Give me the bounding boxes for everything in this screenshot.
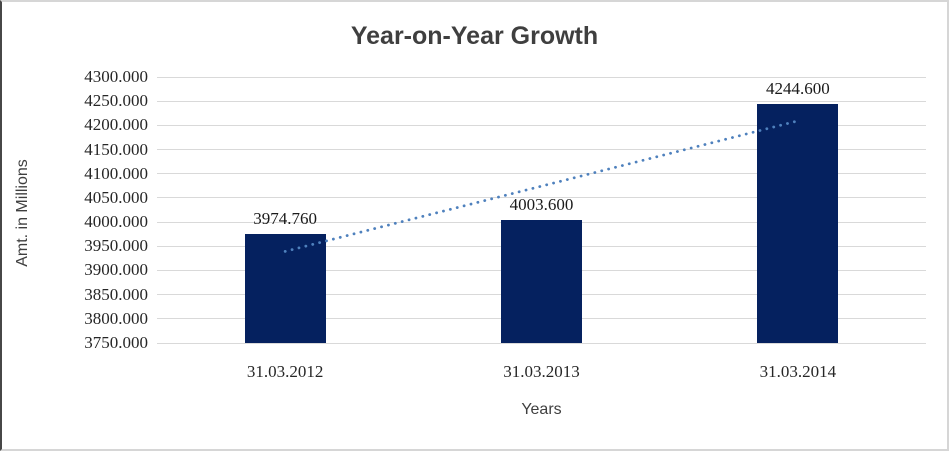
gridline	[157, 149, 926, 151]
y-tick-label: 3800.000	[84, 308, 148, 328]
y-tick-label: 3750.000	[84, 333, 148, 352]
y-tick-label: 4150.000	[84, 139, 148, 159]
bar	[501, 220, 582, 343]
bar-data-label: 3974.760	[253, 209, 318, 229]
trendline	[283, 119, 800, 253]
y-tick-label: 4050.000	[84, 187, 148, 207]
x-category-label: 31.03.2013	[503, 362, 580, 381]
gridline	[157, 197, 926, 199]
bar-data-label: 4003.600	[509, 195, 574, 215]
y-tick-label: 3950.000	[84, 236, 148, 256]
y-tick-label: 4200.000	[84, 115, 148, 135]
x-axis-title: Years	[521, 401, 562, 418]
chart-title: Year-on-Year Growth	[350, 22, 599, 50]
gridline	[157, 124, 926, 126]
x-category-label: 31.03.2012	[246, 362, 324, 381]
y-tick-label: 3900.000	[84, 260, 148, 280]
gridline	[157, 342, 926, 344]
y-tick-label: 4000.000	[84, 212, 148, 232]
bar-data-label: 4244.600	[765, 78, 830, 98]
y-tick-label: 4300.000	[84, 67, 148, 86]
x-category-label: 31.03.2014	[759, 362, 837, 381]
bar	[757, 103, 839, 343]
y-tick-label: 4250.000	[84, 91, 148, 111]
plot-area	[157, 76, 926, 344]
gridline	[157, 100, 926, 102]
gridline	[157, 173, 926, 175]
gridline	[157, 76, 926, 78]
y-tick-label: 3850.000	[84, 284, 148, 304]
y-tick-label: 4100.000	[84, 163, 148, 183]
